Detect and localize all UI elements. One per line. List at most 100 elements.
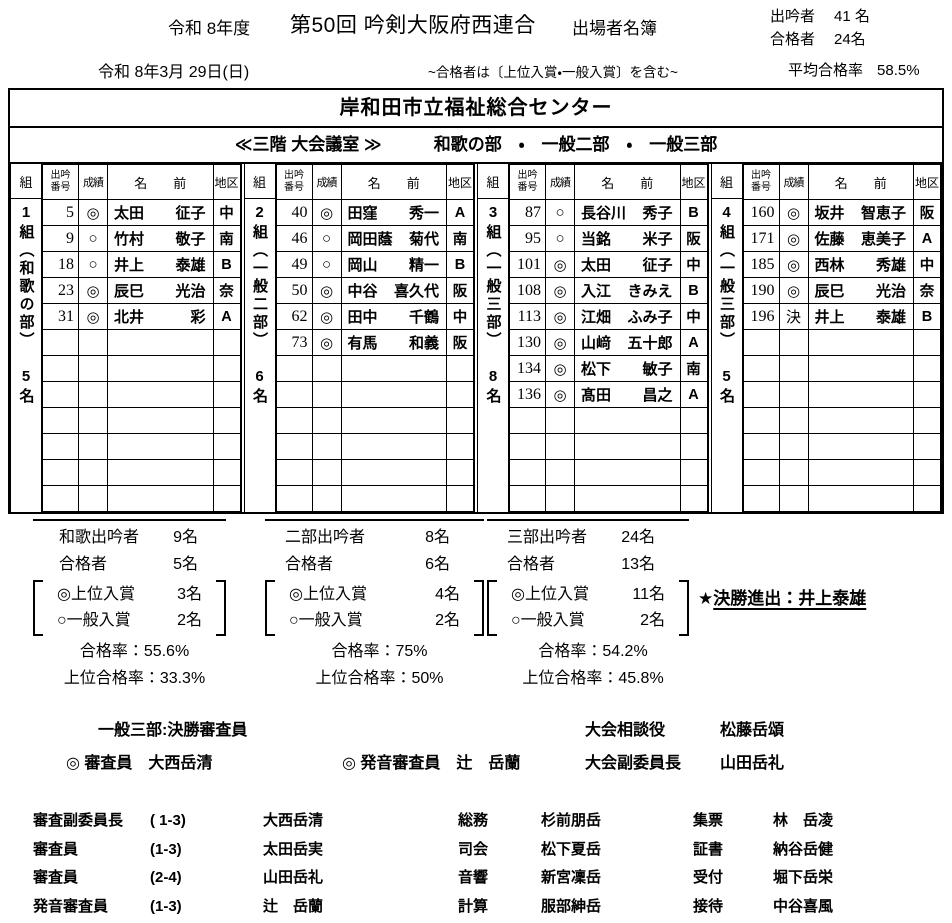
result-mark: ◎ [545,251,575,278]
family-name: 辰巳 [814,283,845,300]
entry-name: 北井 彩 [107,303,214,330]
entry-name: 入江 きみえ [574,277,681,304]
group-vertical-label: 1組︵和歌の部︶ 5名 [17,204,35,406]
entry-name: 田窪 秀一 [340,199,447,226]
official-range: ( 1-3) [150,812,186,829]
table-row-empty [42,329,241,356]
table-row-empty [275,433,474,460]
official-name: 辻 岳蘭 [263,897,324,915]
entry-name: 辰巳 光治 [807,277,914,304]
group-4: 組 4組︵一般三部︶ 5名 出吟 番号 成績名 前地区 160 ◎ 坂井 智恵子阪 171 ◎ 佐藤恵… [710,164,942,512]
given-name: 米子 [642,231,673,248]
room-label: ≪三階 大会議室 ≫ [234,135,382,154]
table-row: 136 ◎ 髙田 昌之 A [509,381,708,408]
official-name: 大西岳清 [263,812,324,829]
family-name: 井上 [114,257,145,274]
family-name: 松下 [581,361,612,378]
given-name: 智恵子 [860,205,906,222]
col-header-district: 地区 [913,164,941,200]
district: 阪 [446,329,474,356]
table-row-empty [742,355,941,382]
table-row: 160 ◎ 坂井 智恵子阪 [742,199,941,226]
entry-number: 113 [509,303,546,330]
entry-name: 当銘 米子 [574,225,681,252]
general-award-value: 2名 [435,612,460,629]
official-name: 堀下岳栄 [773,869,834,887]
family-name: 西林 [814,257,845,274]
result-mark: ◎ [311,199,342,226]
finals-qualifier-text: 決勝進出：井上泰雄 [713,589,867,608]
overline [487,519,689,521]
table-row-empty [742,485,941,512]
group-2: 組 2組︵一般二部︶ 6名 出吟 番号 成績名 前地区 40 ◎ 田窪 秀一 A 46 ○ 岡田蔭 菊代南… [243,164,475,512]
district: A [446,199,474,226]
passed-value: 5名 [173,556,198,573]
table-row-empty [742,329,941,356]
official-name: 新宮凜岳 [541,869,602,887]
given-name: 光治 [875,283,906,300]
entry-number: 46 [275,225,313,252]
table-row: 31 ◎ 北井 彩 A [42,303,241,330]
table-row-empty [742,433,941,460]
entry-number: 136 [509,381,546,408]
top-award-label: ◎上位入賞 [57,586,135,603]
family-name: 佐藤 [814,231,845,248]
groups-row: 組 1組︵和歌の部︶ 5名 出吟 番号 成績名 前地区 5 ◎ 太田 征子中 9 ○ 竹村 敬子南 18 ○… [10,164,942,512]
table-row-empty [742,459,941,486]
official-role: 受付 [693,869,724,887]
district: 阪 [446,277,474,304]
pass-rate: 合格率：75% [331,643,428,660]
official-name: 杉前朋岳 [541,812,602,829]
entry-number: 23 [42,277,79,304]
entry-name: 太田 征子 [107,199,214,226]
given-name: 彩 [190,309,206,326]
pass-rate: 合格率：54.2% [538,643,648,660]
given-name: 秀雄 [875,257,906,274]
family-name: 当銘 [581,231,612,248]
table-row: 18 ○ 井上 泰雄 B [42,251,241,278]
col-header-name: 名 前 [807,164,914,200]
result-mark: ○ [545,225,575,252]
given-name: 泰雄 [875,309,906,326]
family-name: 辰巳 [114,283,145,300]
room-and-sections: ≪三階 大会議室 ≫ 和歌の部 ・ 一般二部 ・ 一般三部 [10,128,942,164]
table-row: 46 ○ 岡田蔭 菊代南 [275,225,474,252]
district: 中 [446,303,474,330]
result-mark: ○ [311,225,342,252]
col-header-district: 地区 [679,164,708,200]
general-award-label: ○一般入賞 [57,612,131,629]
entry-number: 196 [742,303,780,330]
family-name: 太田 [581,257,612,274]
entry-name: 有馬 和義 [340,329,447,356]
given-name: 五十郎 [627,335,673,352]
official-range: (2-4) [150,869,182,887]
entry-name: 山﨑 五十郎 [574,329,681,356]
table-row: 49 ○ 岡山 精一 B [275,251,474,278]
district: 南 [446,225,474,252]
district: A [679,329,708,356]
official-name: 中谷喜風 [773,897,834,915]
given-name: 敬子 [175,231,206,248]
table-row-empty [42,407,241,434]
table-row-empty [509,459,708,486]
event-date: 令和 8年3月 29日(日) [98,64,250,81]
official-role: 審査副委員長 [33,812,124,829]
table-row: 73 ◎ 有馬 和義阪 [275,329,474,356]
group-vertical-label: 2組︵一般二部︶ 6名 [251,204,268,406]
award-bracket: ◎上位入賞 11名 ○一般入賞 2名 [487,580,689,636]
result-mark: ◎ [78,303,108,330]
table-row: 5 ◎ 太田 征子中 [42,199,241,226]
top-award-label: ◎上位入賞 [289,586,367,603]
district: 中 [679,303,708,330]
table-row-empty [742,407,941,434]
district: 奈 [913,277,941,304]
given-name: きみえ [627,283,673,300]
result-mark: ◎ [778,251,809,278]
table-row-empty [509,485,708,512]
group-label-column: 組 1組︵和歌の部︶ 5名 [11,164,42,512]
entry-name: 佐藤 恵美子 [807,225,914,252]
finals-pronunciation-judge: ◎ 発音審査員 辻 岳蘭 [342,755,521,772]
family-name: 山﨑 [581,335,612,352]
entry-name: 江畑 ふみ子 [574,303,681,330]
family-name: 長谷川 [581,205,627,222]
